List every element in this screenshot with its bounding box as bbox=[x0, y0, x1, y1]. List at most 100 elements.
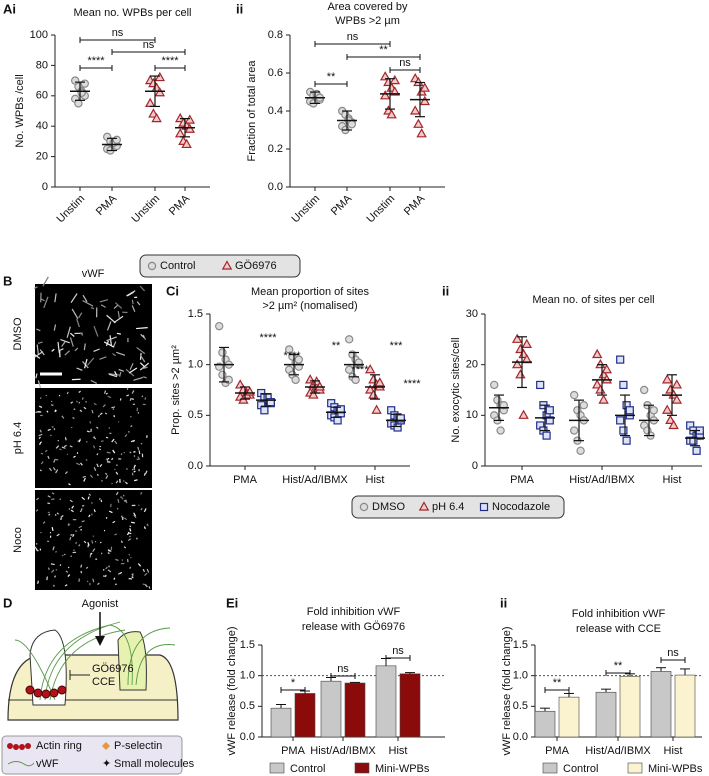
x-tick-label: Unstim bbox=[54, 193, 87, 226]
data-point bbox=[234, 379, 246, 389]
texture bbox=[67, 574, 71, 578]
x-tick-label: PMA bbox=[510, 474, 535, 486]
texture bbox=[64, 471, 68, 475]
texture bbox=[82, 300, 94, 307]
texture bbox=[146, 523, 149, 527]
texture bbox=[129, 363, 134, 371]
texture bbox=[57, 439, 59, 442]
data-point bbox=[409, 105, 421, 115]
micrograph bbox=[31, 276, 152, 389]
texture bbox=[131, 305, 136, 312]
texture bbox=[131, 521, 136, 524]
texture bbox=[61, 415, 65, 419]
texture bbox=[97, 415, 100, 418]
texture bbox=[81, 397, 84, 400]
texture bbox=[80, 570, 83, 574]
texture bbox=[118, 368, 124, 372]
significance-label: ** bbox=[332, 340, 341, 352]
legend-label: Control bbox=[290, 763, 325, 775]
panel-label: ii bbox=[500, 595, 507, 610]
texture bbox=[61, 446, 66, 449]
legend-swatch bbox=[542, 762, 558, 774]
data-point bbox=[184, 123, 196, 133]
significance-label: ns bbox=[399, 57, 411, 69]
legend-label: DMSO bbox=[372, 501, 405, 513]
texture bbox=[120, 453, 123, 456]
texture bbox=[66, 391, 69, 395]
texture bbox=[92, 548, 96, 553]
texture bbox=[136, 301, 141, 306]
texture bbox=[85, 458, 88, 462]
texture bbox=[100, 304, 106, 308]
texture bbox=[96, 463, 99, 468]
texture bbox=[71, 505, 75, 509]
texture bbox=[42, 276, 49, 287]
texture bbox=[131, 390, 135, 394]
texture bbox=[81, 520, 85, 523]
texture bbox=[57, 341, 60, 354]
texture bbox=[83, 540, 87, 544]
y-tick-label: 0.6 bbox=[268, 67, 283, 79]
legend-label: pH 6.4 bbox=[432, 501, 464, 513]
texture bbox=[80, 564, 83, 568]
texture bbox=[40, 452, 44, 455]
data-point bbox=[536, 380, 545, 390]
texture bbox=[111, 457, 114, 461]
bar bbox=[619, 675, 641, 738]
data-point bbox=[413, 118, 424, 128]
texture bbox=[92, 445, 96, 449]
micrograph bbox=[35, 387, 152, 488]
data-point bbox=[386, 109, 397, 119]
y-tick-label: 1.0 bbox=[513, 670, 528, 682]
texture bbox=[115, 480, 119, 484]
texture bbox=[93, 436, 97, 440]
significance-label: ns bbox=[143, 39, 155, 51]
texture bbox=[44, 449, 48, 453]
bar bbox=[399, 673, 421, 738]
texture bbox=[50, 569, 55, 573]
texture bbox=[116, 351, 126, 356]
texture bbox=[78, 312, 83, 319]
texture bbox=[43, 296, 49, 309]
texture bbox=[93, 325, 99, 337]
panel-label: Ai bbox=[3, 1, 16, 16]
texture bbox=[38, 436, 41, 440]
texture bbox=[39, 441, 42, 446]
y-tick-label: 1.0 bbox=[188, 359, 203, 371]
texture bbox=[91, 502, 93, 504]
texture bbox=[117, 421, 120, 423]
texture bbox=[143, 376, 147, 379]
texture bbox=[115, 558, 119, 561]
y-tick-label: 20 bbox=[36, 151, 48, 163]
y-tick-label: 1.5 bbox=[513, 639, 528, 651]
texture bbox=[52, 467, 56, 471]
y-tick-label: 0 bbox=[42, 181, 48, 193]
texture bbox=[114, 533, 118, 536]
legend-label: Actin ring bbox=[36, 740, 82, 752]
texture bbox=[114, 468, 116, 471]
data-point bbox=[364, 384, 376, 394]
texture bbox=[128, 367, 138, 374]
texture bbox=[127, 532, 132, 535]
texture bbox=[76, 462, 81, 466]
texture bbox=[47, 567, 50, 571]
inhibitor-label: CCE bbox=[92, 676, 115, 688]
texture bbox=[129, 397, 132, 401]
texture bbox=[40, 298, 45, 302]
texture bbox=[76, 400, 78, 403]
data-point bbox=[490, 380, 499, 390]
texture bbox=[131, 576, 134, 579]
significance-label: **** bbox=[351, 364, 369, 376]
texture bbox=[73, 455, 76, 458]
data-point bbox=[285, 345, 294, 354]
texture bbox=[106, 451, 111, 454]
texture bbox=[47, 540, 49, 543]
significance-label: **** bbox=[259, 332, 277, 344]
texture bbox=[86, 357, 95, 366]
texture bbox=[142, 583, 147, 586]
texture bbox=[137, 563, 142, 567]
texture bbox=[61, 341, 66, 347]
inhibitor-label: GÖ6976 bbox=[92, 663, 134, 675]
y-axis-label: Prop. sites >2 µm² bbox=[170, 345, 182, 435]
